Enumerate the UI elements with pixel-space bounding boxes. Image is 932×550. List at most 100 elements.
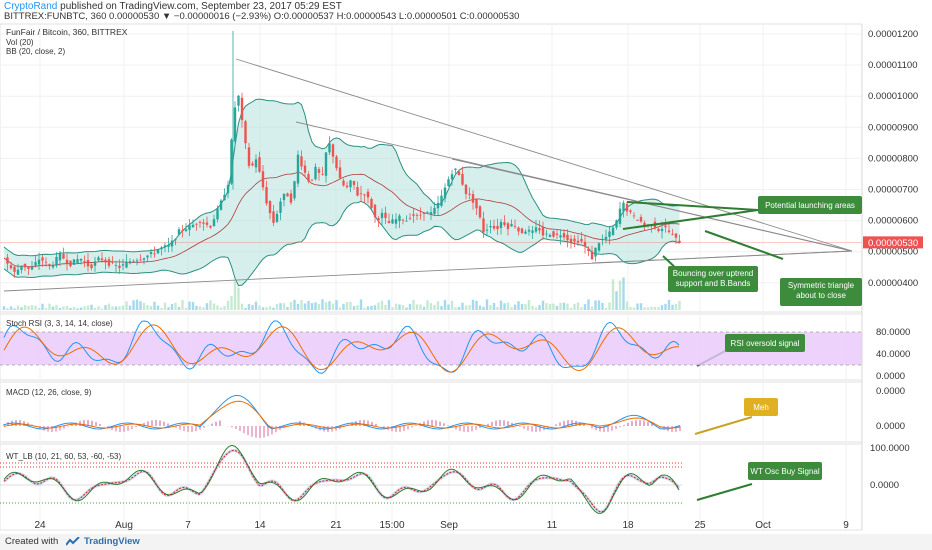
candle-body bbox=[279, 201, 282, 213]
stoch-d-line bbox=[3, 324, 680, 373]
candle-body bbox=[604, 236, 608, 240]
candle-body bbox=[286, 193, 289, 197]
candle-body bbox=[44, 261, 48, 263]
pane-frame bbox=[0, 381, 863, 443]
macd-histogram-bar bbox=[583, 424, 585, 426]
x-tick-label: 21 bbox=[330, 520, 342, 531]
volume-bar bbox=[349, 301, 352, 310]
macd-histogram-bar bbox=[251, 426, 253, 437]
grid bbox=[0, 23, 863, 531]
candle-body bbox=[114, 265, 118, 266]
candle-body bbox=[401, 219, 405, 221]
candle-body bbox=[433, 207, 436, 215]
volume-bar bbox=[37, 307, 41, 310]
macd-histogram-bar bbox=[23, 421, 25, 426]
macd-histogram-bar bbox=[679, 426, 681, 432]
x-tick-label: 14 bbox=[254, 520, 266, 531]
candle-body bbox=[587, 248, 590, 252]
author-name[interactable]: CryptoRand bbox=[4, 1, 58, 12]
volume-bar bbox=[90, 304, 93, 310]
candle-body bbox=[51, 265, 55, 268]
volume-bar bbox=[286, 306, 289, 310]
volume-bar bbox=[405, 307, 408, 310]
volume-bar bbox=[261, 307, 265, 310]
volume-bar bbox=[377, 302, 380, 310]
candle-body bbox=[118, 265, 121, 269]
candle-body bbox=[156, 249, 160, 254]
volume-bar bbox=[282, 303, 286, 310]
candle-body bbox=[419, 214, 422, 216]
volume-bar bbox=[639, 303, 643, 310]
candle-body bbox=[146, 255, 149, 258]
volume-bar bbox=[48, 303, 51, 310]
candle-body bbox=[83, 261, 86, 262]
annotation-box bbox=[744, 398, 778, 416]
macd-histogram-bar bbox=[331, 426, 333, 432]
volume-bar bbox=[328, 301, 331, 310]
candle-body bbox=[195, 223, 198, 225]
candle-body bbox=[170, 240, 174, 247]
volume-bar bbox=[527, 300, 531, 310]
macd-histogram-bar bbox=[3, 423, 5, 426]
macd-histogram-bar bbox=[447, 425, 449, 426]
volume-bar bbox=[51, 306, 55, 310]
candle-body bbox=[76, 259, 79, 263]
volume-bar bbox=[643, 307, 646, 310]
candle-body bbox=[97, 257, 100, 261]
annotation-text: Bouncing over uptrend bbox=[673, 269, 754, 278]
volume-bar bbox=[674, 303, 678, 310]
candle-body bbox=[247, 147, 251, 166]
macd-line bbox=[3, 394, 681, 430]
macd-histogram-bar bbox=[247, 426, 249, 436]
candle-body bbox=[79, 258, 83, 261]
tradingview-link[interactable]: TradingView bbox=[84, 536, 140, 547]
macd-histogram-bar bbox=[643, 420, 645, 426]
candle-body bbox=[426, 211, 429, 213]
volume-bar bbox=[485, 299, 489, 310]
macd-histogram-bar bbox=[415, 425, 417, 426]
macd-histogram-bar bbox=[455, 426, 457, 430]
volume-bar bbox=[657, 307, 660, 310]
volume-bar bbox=[118, 306, 121, 310]
candle-body bbox=[618, 208, 622, 224]
candle-body bbox=[251, 163, 254, 166]
volume-bar bbox=[678, 300, 681, 310]
candle-body bbox=[513, 226, 517, 227]
volume-bar bbox=[314, 302, 317, 310]
macd-histogram-bar bbox=[675, 426, 677, 432]
stoch-rsi-pane bbox=[0, 320, 862, 374]
volume-bar bbox=[391, 307, 394, 310]
macd-histogram-bar bbox=[71, 424, 73, 426]
volume-bar bbox=[223, 305, 226, 310]
volume-bar bbox=[573, 303, 576, 310]
volume-bar bbox=[646, 307, 650, 310]
macd-histogram-bar bbox=[519, 426, 521, 427]
candle-body bbox=[121, 264, 125, 266]
candle-body bbox=[545, 233, 548, 235]
volume-bar bbox=[408, 303, 412, 310]
macd-histogram-bar bbox=[275, 426, 277, 433]
macd-histogram-bar bbox=[127, 426, 129, 431]
volume-bar bbox=[58, 307, 62, 310]
macd-histogram-bar bbox=[567, 420, 569, 426]
volume-bar bbox=[254, 301, 258, 310]
volume-bar bbox=[352, 306, 356, 310]
candle-body bbox=[429, 212, 433, 215]
price-chart[interactable]: 0.00001200 0.00001100 0.00001000 0.00000900… bbox=[0, 22, 932, 534]
price-tick-label: 0.00001100 bbox=[868, 60, 918, 71]
candle-body bbox=[86, 260, 90, 267]
candle-body bbox=[90, 264, 93, 269]
candle-body bbox=[265, 187, 268, 204]
volume-bar bbox=[587, 299, 590, 310]
volume-bar bbox=[247, 303, 251, 310]
macd-histogram-bar bbox=[219, 420, 221, 426]
candle-body bbox=[573, 238, 576, 242]
macd-histogram-bar bbox=[335, 426, 337, 431]
stoch-tick-label: 0.0000 bbox=[876, 371, 905, 382]
candle-body bbox=[608, 231, 611, 237]
trend-line bbox=[451, 158, 853, 252]
candle-body bbox=[660, 228, 664, 232]
macd-histogram-bar bbox=[239, 426, 241, 431]
candle-body bbox=[370, 199, 373, 208]
candle-body bbox=[272, 211, 275, 223]
